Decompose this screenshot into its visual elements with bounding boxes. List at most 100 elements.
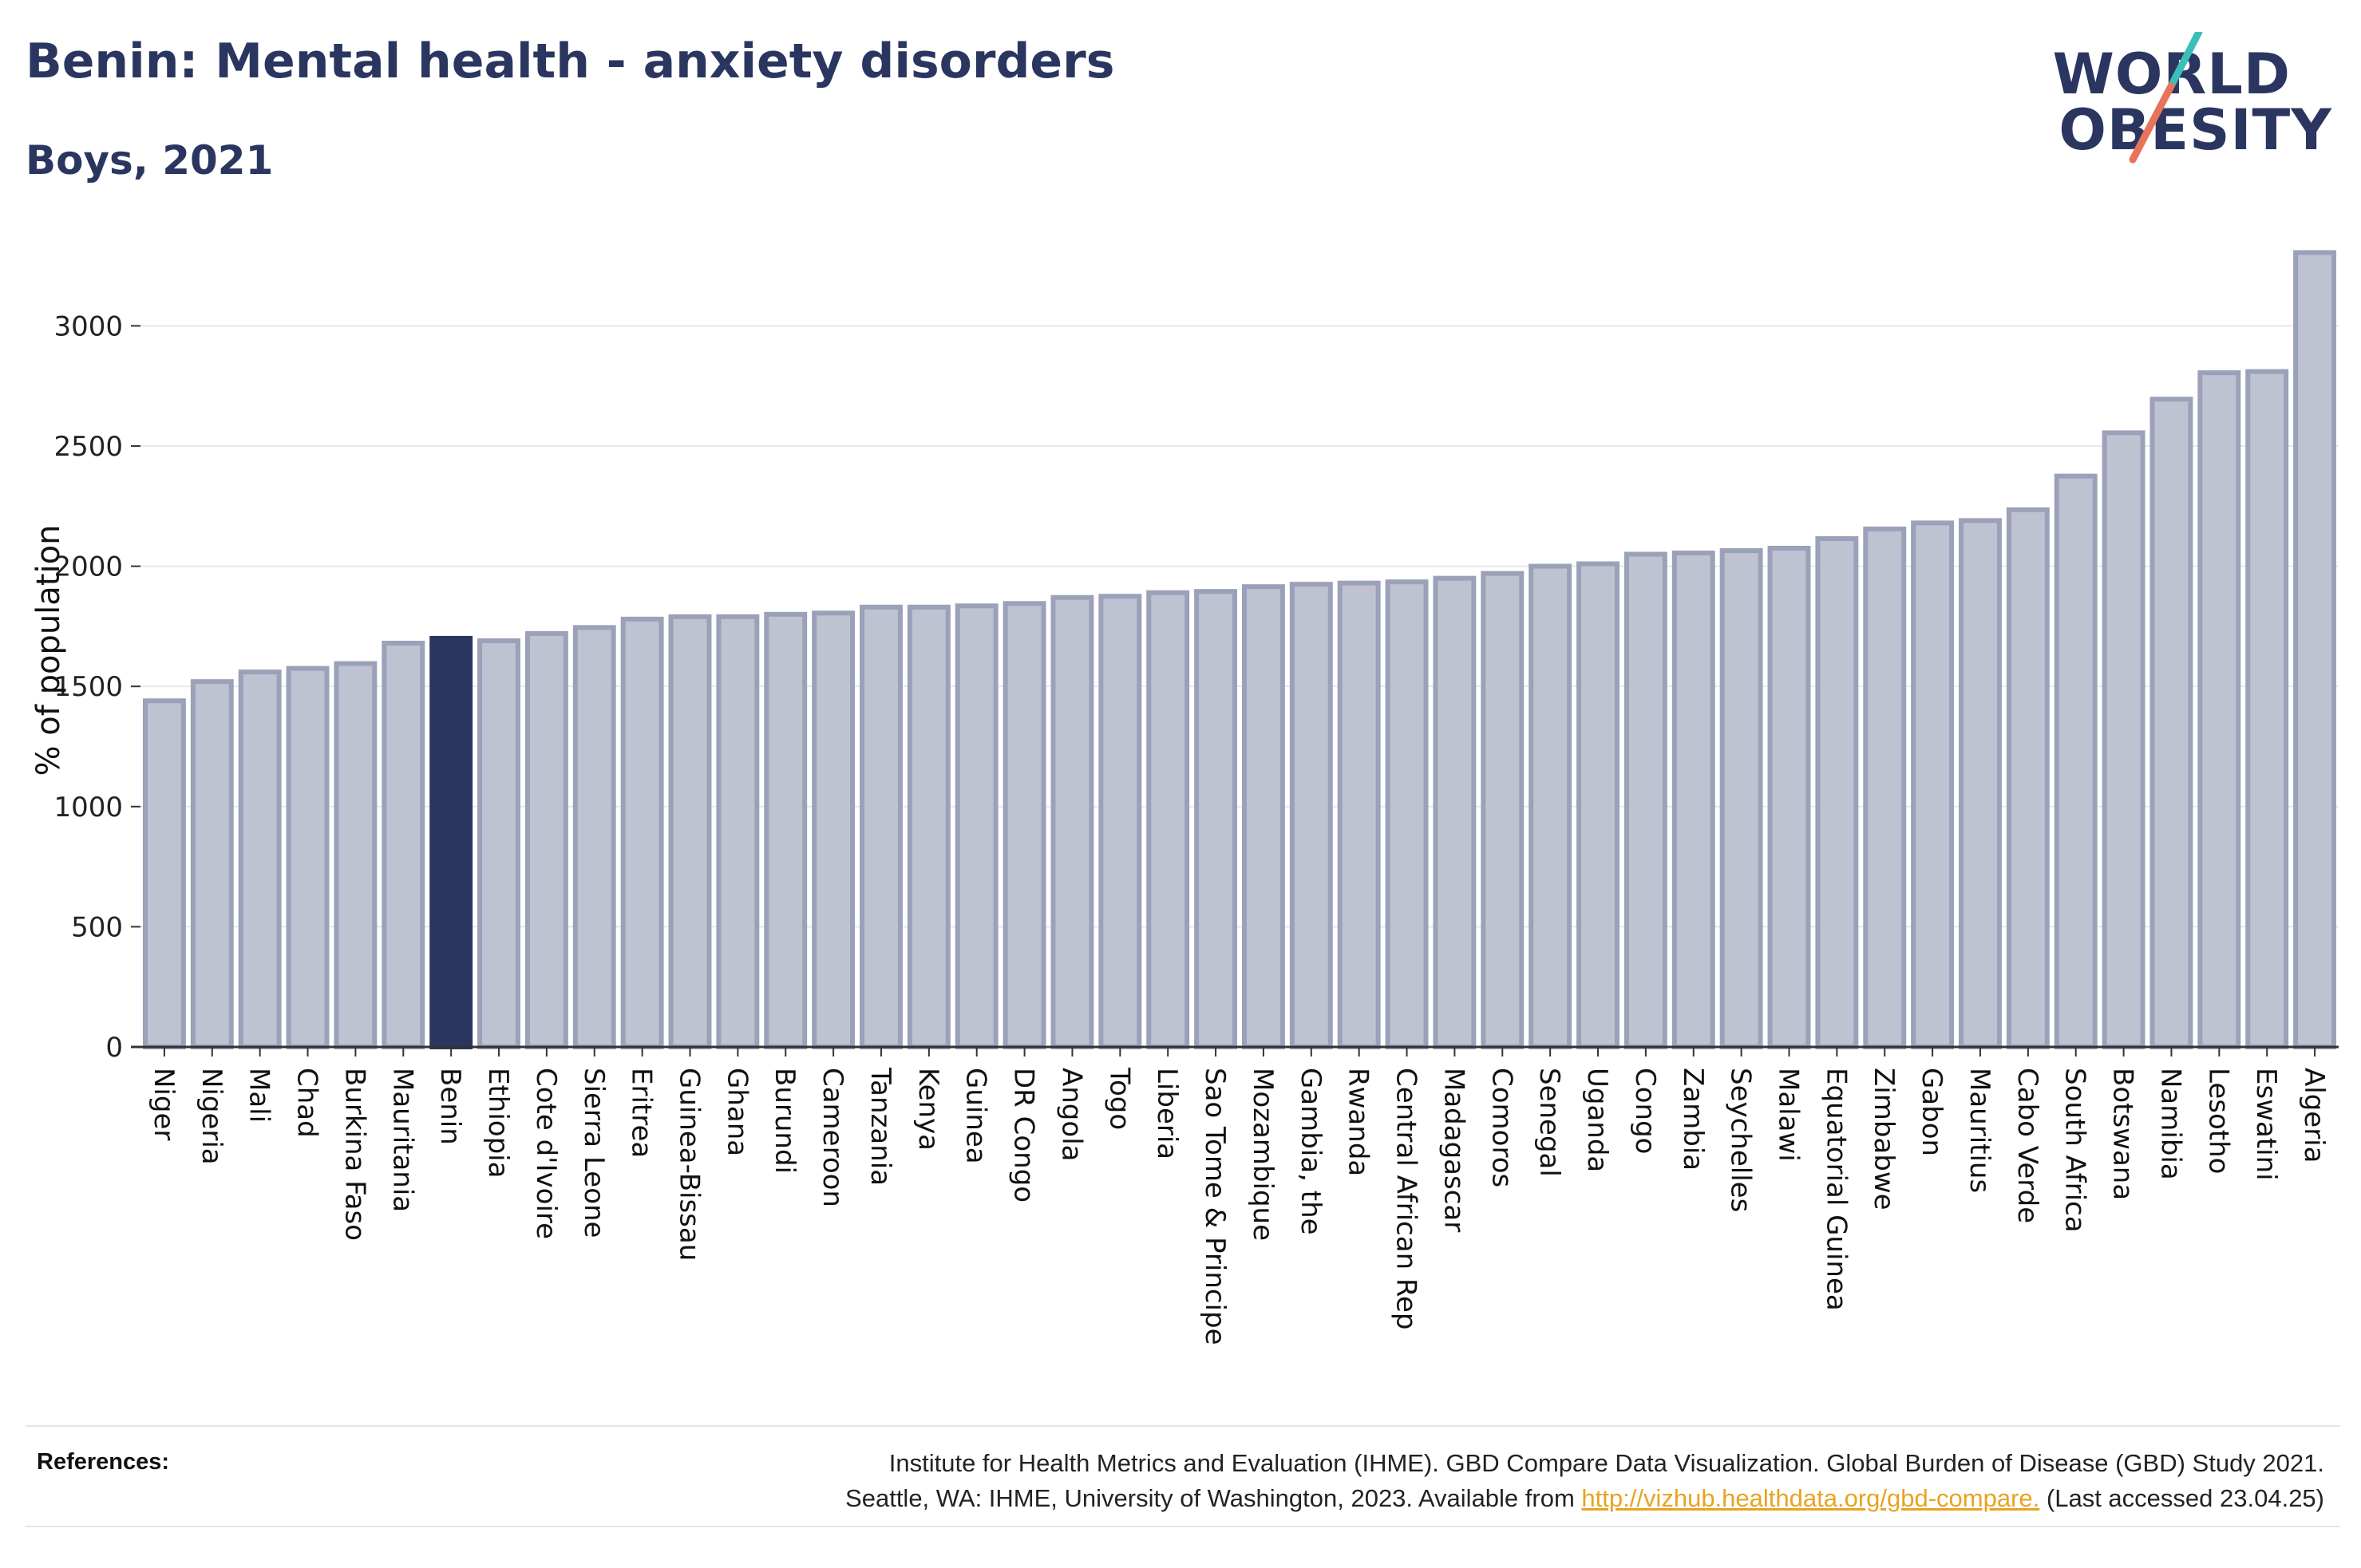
bar [716, 614, 760, 1049]
references-line-2-post: (Last accessed 23.04.25) [2039, 1484, 2324, 1512]
x-tick-label: Algeria [2298, 1068, 2330, 1163]
x-tick-label: Burkina Faso [338, 1068, 370, 1241]
references-line-2-pre: Seattle, WA: IHME, University of Washing… [845, 1484, 1582, 1512]
bar [286, 666, 330, 1049]
x-tick-label: Mauritania [386, 1068, 418, 1212]
world-obesity-logo: WORLD OBESITY [2053, 32, 2347, 176]
x-tick-label: Equatorial Guinea [1820, 1068, 1852, 1311]
x-tick-label: Madagascar [1438, 1068, 1469, 1232]
x-tick-label: Guinea [960, 1068, 992, 1164]
y-tick-label: 2500 [53, 431, 123, 463]
page-subtitle: Boys, 2021 [26, 137, 274, 184]
x-tick-label: South Africa [2059, 1068, 2091, 1233]
bar [1050, 594, 1094, 1049]
x-tick-label: Sierra Leone [578, 1068, 610, 1238]
bar [1146, 590, 1190, 1049]
x-tick-label: Seychelles [1725, 1068, 1757, 1212]
logo-word-obesity: OBESITY [2058, 97, 2332, 163]
bar-chart: 0 500 1000 1500 2000 2500 3000 Niger Nigeria Mal… [30, 250, 2339, 1345]
x-tick-label: Sao Tome & Principe [1199, 1068, 1231, 1345]
bar [142, 698, 186, 1049]
x-tick-label: Tanzania [864, 1067, 896, 1186]
y-tick-label: 2000 [53, 551, 123, 583]
bar [955, 603, 999, 1049]
bar [1671, 551, 1715, 1049]
y-axis-ticks: 0 500 1000 1500 2000 2500 3000 [53, 310, 140, 1064]
bar [2149, 397, 2193, 1049]
x-tick-label: Rwanda [1343, 1068, 1374, 1176]
x-tick-label: Zambia [1677, 1068, 1709, 1171]
bar [572, 625, 616, 1049]
y-tick-label: 1000 [53, 792, 123, 823]
bar [1959, 518, 2002, 1049]
x-tick-label: Botswana [2107, 1068, 2139, 1200]
x-tick-label: Niger [148, 1068, 180, 1140]
page-title: Benin: Mental health - anxiety disorders [26, 34, 1115, 89]
x-tick-label: Namibia [2154, 1068, 2186, 1180]
x-tick-label: Congo [1629, 1068, 1661, 1154]
bar [1098, 594, 1142, 1049]
bar [1623, 551, 1667, 1049]
bar [1385, 579, 1429, 1049]
bar [1529, 563, 1572, 1049]
bar [668, 614, 712, 1049]
bar [1194, 589, 1238, 1049]
x-tick-label: Uganda [1581, 1068, 1613, 1172]
x-tick-label: Guinea-Bissau [674, 1068, 706, 1261]
x-tick-label: DR Congo [1008, 1068, 1040, 1203]
bar [190, 679, 234, 1050]
bar [2293, 250, 2337, 1049]
bar [238, 669, 282, 1049]
x-tick-label: Eswatini [2250, 1068, 2282, 1181]
y-tick-label: 3000 [53, 310, 123, 342]
references-line-2: Seattle, WA: IHME, University of Washing… [409, 1481, 2324, 1516]
x-tick-label: Eritrea [626, 1068, 658, 1158]
bar [1767, 545, 1811, 1049]
bar [860, 604, 903, 1049]
bar [2006, 507, 2050, 1049]
bar [1003, 601, 1046, 1049]
bar [907, 604, 951, 1049]
bar [2102, 430, 2145, 1049]
x-tick-label: Cameroon [817, 1068, 848, 1207]
x-tick-label: Kenya [912, 1068, 944, 1151]
bar [1289, 582, 1333, 1049]
references-top-divider [26, 1425, 2340, 1427]
x-tick-label: Chad [291, 1068, 323, 1138]
x-tick-label: Cote d'Ivoire [530, 1068, 562, 1239]
references-text: Institute for Health Metrics and Evaluat… [409, 1446, 2324, 1516]
x-tick-label: Gambia, the [1295, 1068, 1327, 1235]
y-tick-label: 0 [105, 1032, 123, 1064]
chart-bars [142, 250, 2337, 1050]
x-tick-label: Nigeria [196, 1068, 227, 1165]
x-tick-label: Cabo Verde [2011, 1068, 2043, 1223]
x-tick-label: Ghana [721, 1068, 753, 1156]
references-link[interactable]: http://vizhub.healthdata.org/gbd-compare… [1581, 1484, 2040, 1512]
bar [1911, 520, 1955, 1049]
bar [1576, 561, 1619, 1049]
x-tick-label: Zimbabwe [1868, 1068, 1900, 1211]
references-label: References: [37, 1449, 170, 1475]
x-tick-label: Central African Rep [1390, 1068, 1422, 1330]
x-tick-label: Malawi [1773, 1068, 1805, 1162]
x-tick-label: Liberia [1151, 1068, 1183, 1159]
logo-slash-icon [2129, 32, 2203, 164]
x-tick-label: Senegal [1533, 1068, 1565, 1177]
bar [382, 640, 425, 1049]
bar [2054, 473, 2098, 1049]
x-tick-label: Mozambique [1247, 1068, 1279, 1241]
x-tick-label: Burundi [769, 1068, 801, 1174]
bar [620, 616, 664, 1049]
y-tick-label: 500 [71, 911, 123, 943]
x-tick-label: Mali [243, 1068, 275, 1123]
bar [524, 630, 568, 1049]
y-axis-label: % of population [30, 525, 67, 776]
bar [1241, 584, 1285, 1049]
x-tick-label: Ethiopia [482, 1068, 514, 1178]
x-axis-ticks: Niger Nigeria Mali Chad Burkina Faso Mauritan… [148, 1047, 2330, 1345]
x-tick-label: Benin [434, 1068, 466, 1145]
bar [334, 661, 378, 1049]
x-tick-label: Angola [1055, 1068, 1087, 1161]
bar [2197, 370, 2241, 1050]
bar [477, 638, 520, 1050]
